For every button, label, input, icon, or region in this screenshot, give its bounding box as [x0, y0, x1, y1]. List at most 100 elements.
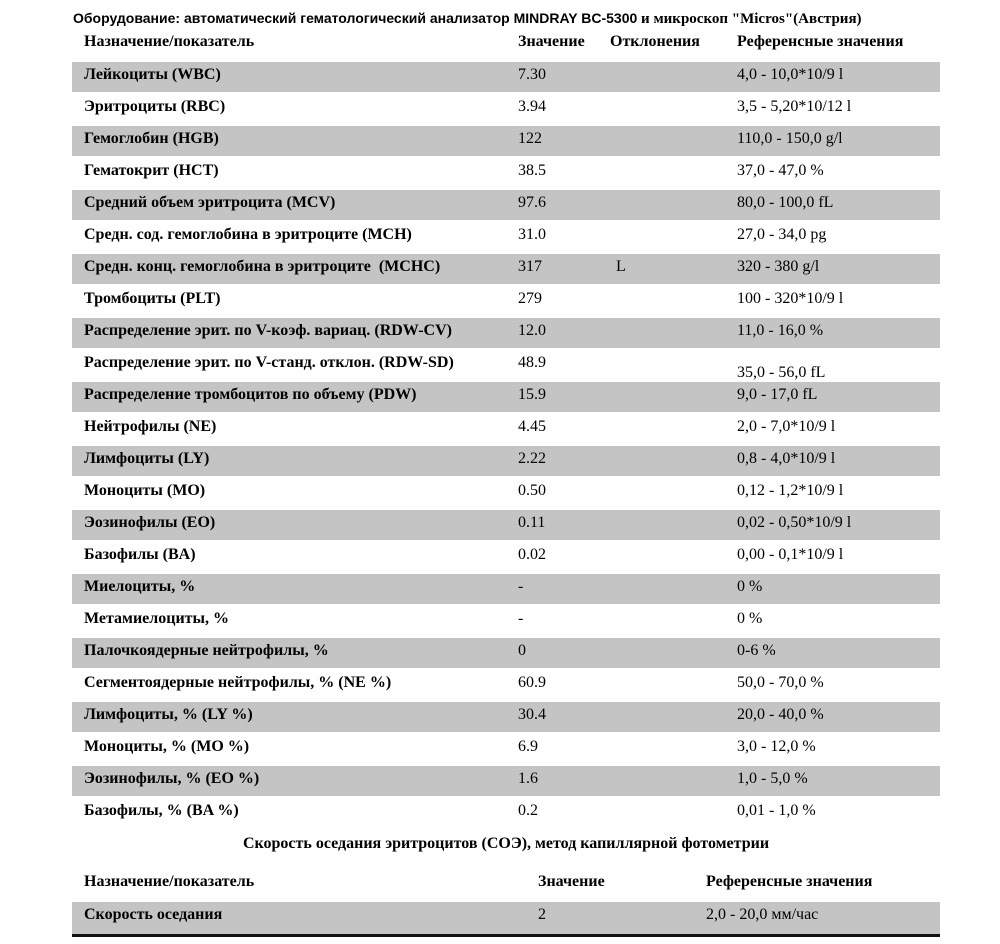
parameter-value: 0.50 [518, 482, 546, 499]
parameter-name: Скорость оседания [84, 906, 223, 923]
parameter-name: Гематокрит (HCT) [84, 162, 219, 179]
parameter-value: 122 [518, 130, 542, 147]
table-row: Моноциты, % (MO %) 6.9 3,0 - 12,0 % [72, 734, 940, 766]
parameter-value: 6.9 [518, 738, 538, 755]
parameter-name: Средн. конц. гемоглобина в эритроците (M… [84, 258, 441, 275]
table-row: Лимфоциты (LY) 2.22 0,8 - 4,0*10/9 l [72, 446, 940, 478]
reference-range: 11,0 - 16,0 % [737, 322, 824, 339]
parameter-value: 317 [518, 258, 542, 275]
reference-range: 4,0 - 10,0*10/9 l [737, 66, 844, 83]
parameter-value: - [518, 578, 524, 595]
reference-range: 3,0 - 12,0 % [737, 738, 816, 755]
table-row: Лимфоциты, % (LY %) 30.4 20,0 - 40,0 % [72, 702, 940, 734]
equipment-label-microscope: и микроскоп "Micros"(Австрия) [637, 11, 862, 27]
reference-range: 110,0 - 150,0 g/l [737, 130, 843, 147]
reference-range: 320 - 380 g/l [737, 258, 820, 275]
parameter-value: 0.2 [518, 802, 538, 819]
parameter-value: 15.9 [518, 386, 546, 403]
parameter-value: 38.5 [518, 162, 546, 179]
parameter-name: Эритроциты (RBC) [84, 98, 226, 115]
parameter-name: Распределение эрит. по V-станд. отклон. … [84, 354, 454, 371]
reference-range: 0,00 - 0,1*10/9 l [737, 546, 844, 563]
table-row: Миелоциты, % - 0 % [72, 574, 940, 606]
column-header-deviation: Отклонения [610, 33, 700, 50]
reference-range: 0,02 - 0,50*10/9 l [737, 514, 852, 531]
equipment-label-analyzer: Оборудование: автоматический гематологич… [73, 10, 638, 26]
table-row: Лейкоциты (WBC) 7.30 4,0 - 10,0*10/9 l [72, 62, 940, 94]
parameter-name: Базофилы, % (BA %) [84, 802, 239, 819]
reference-range: 35,0 - 56,0 fL [737, 364, 826, 381]
esr-results-table: Назначение/показатель Значение Референсн… [72, 870, 940, 937]
reference-range: 0,12 - 1,2*10/9 l [737, 482, 844, 499]
parameter-value: 3.94 [518, 98, 546, 115]
parameter-value: 31.0 [518, 226, 546, 243]
table-row: Базофилы (BA) 0.02 0,00 - 0,1*10/9 l [72, 542, 940, 574]
cbc-results-table: Назначение/показатель Значение Отклонени… [72, 30, 940, 830]
parameter-value: 0.02 [518, 546, 546, 563]
table-row: Распределение эрит. по V-станд. отклон. … [72, 350, 940, 382]
column-header-parameter: Назначение/показатель [84, 33, 255, 50]
cbc-table-header: Назначение/показатель Значение Отклонени… [72, 30, 940, 62]
reference-range: 2,0 - 7,0*10/9 l [737, 418, 836, 435]
parameter-name: Моноциты (MO) [84, 482, 206, 499]
column-header-parameter: Назначение/показатель [84, 873, 255, 890]
parameter-name: Метамиелоциты, % [84, 610, 230, 627]
parameter-name: Моноциты, % (MO %) [84, 738, 250, 755]
table-row: Базофилы, % (BA %) 0.2 0,01 - 1,0 % [72, 798, 940, 830]
parameter-value: 97.6 [518, 194, 546, 211]
reference-range: 37,0 - 47,0 % [737, 162, 824, 179]
parameter-value: 60.9 [518, 674, 546, 691]
parameter-name: Нейтрофилы (NE) [84, 418, 217, 435]
reference-range: 20,0 - 40,0 % [737, 706, 824, 723]
parameter-name: Эозинофилы, % (EO %) [84, 770, 260, 787]
parameter-value: 2.22 [518, 450, 546, 467]
esr-table-body: Скорость оседания 2 2,0 - 20,0 мм/час [72, 902, 940, 937]
parameter-name: Лимфоциты, % (LY %) [84, 706, 253, 723]
reference-range: 1,0 - 5,0 % [737, 770, 808, 787]
reference-range: 0 % [737, 578, 763, 595]
table-row: Моноциты (MO) 0.50 0,12 - 1,2*10/9 l [72, 478, 940, 510]
esr-table-header: Назначение/показатель Значение Референсн… [72, 870, 940, 902]
reference-range: 9,0 - 17,0 fL [737, 386, 818, 403]
reference-range: 0,8 - 4,0*10/9 l [737, 450, 836, 467]
table-row: Распределение тромбоцитов по объему (PDW… [72, 382, 940, 414]
reference-range: 0,01 - 1,0 % [737, 802, 816, 819]
table-row: Эритроциты (RBC) 3.94 3,5 - 5,20*10/12 l [72, 94, 940, 126]
table-row: Средний объем эритроцита (MCV) 97.6 80,0 -… [72, 190, 940, 222]
table-row: Метамиелоциты, % - 0 % [72, 606, 940, 638]
equipment-line: Оборудование: автоматический гематологич… [73, 10, 862, 28]
reference-range: 0-6 % [737, 642, 776, 659]
parameter-name: Тромбоциты (PLT) [84, 290, 221, 307]
reference-range: 3,5 - 5,20*10/12 l [737, 98, 852, 115]
reference-range: 27,0 - 34,0 pg [737, 226, 827, 243]
column-header-reference: Референсные значения [706, 873, 873, 890]
table-row: Гемоглобин (HGB) 122 110,0 - 150,0 g/l [72, 126, 940, 158]
deviation-flag: L [616, 258, 626, 275]
parameter-value: 4.45 [518, 418, 546, 435]
parameter-value: 30.4 [518, 706, 546, 723]
parameter-name: Лейкоциты (WBC) [84, 66, 221, 83]
parameter-name: Средн. сод. гемоглобина в эритроците (MC… [84, 226, 412, 243]
table-row: Тромбоциты (PLT) 279 100 - 320*10/9 l [72, 286, 940, 318]
parameter-name: Сегментоядерные нейтрофилы, % (NE %) [84, 674, 392, 691]
table-row: Распределение эрит. по V-коэф. вариац. (… [72, 318, 940, 350]
parameter-value: 12.0 [518, 322, 546, 339]
esr-section-title: Скорость оседания эритроцитов (СОЭ), мет… [242, 835, 770, 852]
parameter-value: 0.11 [518, 514, 546, 531]
column-header-value: Значение [518, 33, 585, 50]
parameter-name: Базофилы (BA) [84, 546, 196, 563]
column-header-reference: Референсные значения [737, 33, 904, 50]
parameter-value: 7.30 [518, 66, 546, 83]
table-row: Сегментоядерные нейтрофилы, % (NE %) 60.9… [72, 670, 940, 702]
parameter-name: Распределение эрит. по V-коэф. вариац. (… [84, 322, 452, 339]
parameter-name: Эозинофилы (EO) [84, 514, 216, 531]
reference-range: 0 % [737, 610, 763, 627]
parameter-name: Палочкоядерные нейтрофилы, % [84, 642, 329, 659]
table-row: Эозинофилы (EO) 0.11 0,02 - 0,50*10/9 l [72, 510, 940, 542]
parameter-value: - [518, 610, 524, 627]
reference-range: 2,0 - 20,0 мм/час [706, 906, 819, 923]
table-row: Средн. сод. гемоглобина в эритроците (MC… [72, 222, 940, 254]
cbc-table-body: Лейкоциты (WBC) 7.30 4,0 - 10,0*10/9 l Эрит… [72, 62, 940, 830]
reference-range: 100 - 320*10/9 l [737, 290, 844, 307]
